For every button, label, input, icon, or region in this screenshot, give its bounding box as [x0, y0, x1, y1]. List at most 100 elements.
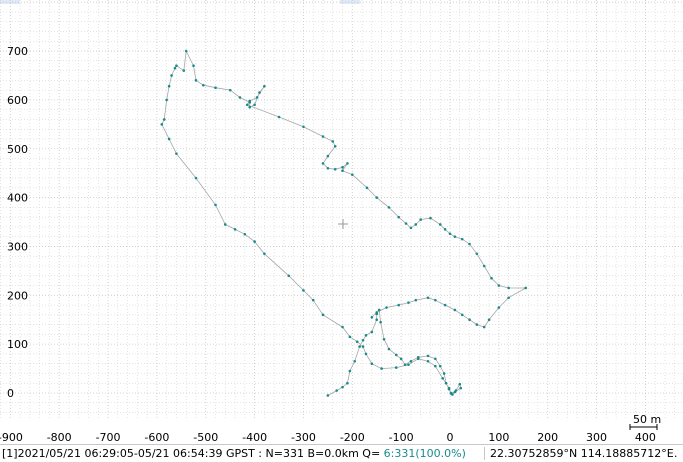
- track-point: [377, 308, 381, 312]
- track-point: [333, 167, 337, 171]
- top-tab-mid: [340, 0, 360, 4]
- track-point: [175, 64, 178, 68]
- track-point: [365, 186, 369, 190]
- track-point: [482, 325, 486, 329]
- track-point: [248, 105, 252, 109]
- track-point: [263, 84, 266, 88]
- track-point: [370, 330, 374, 334]
- track-point: [399, 357, 403, 361]
- track-point: [524, 286, 528, 290]
- track-point: [460, 313, 464, 317]
- track-point: [438, 364, 442, 368]
- track-point: [194, 79, 198, 82]
- track-point: [326, 154, 330, 158]
- track-point: [341, 166, 344, 169]
- track-point: [346, 162, 349, 165]
- y-tick-labels: 0 100 200 300 400 500 600 700: [7, 45, 28, 400]
- track-point: [287, 274, 291, 278]
- track-point: [468, 242, 471, 246]
- track-point: [335, 389, 338, 392]
- track-point: [355, 340, 359, 344]
- track-point: [414, 223, 418, 226]
- track-point: [370, 362, 374, 365]
- x-tick-label: -800: [47, 431, 72, 444]
- track-point: [453, 308, 457, 312]
- track-point: [375, 196, 379, 199]
- track-point: [364, 352, 368, 356]
- track-point: [449, 391, 453, 395]
- track-point: [419, 218, 422, 221]
- track-point: [448, 232, 452, 236]
- x-tick-label: 200: [537, 431, 558, 444]
- track-point: [394, 353, 398, 357]
- status-time-range: [1]2021/05/21 06:29:05-05/21 06:54:39 GP…: [2, 447, 384, 460]
- track-point: [482, 264, 486, 268]
- track-plot-canvas[interactable]: -900 -800 -700 -600 -500 -400 -300 -200 -100 0 100…: [0, 0, 683, 444]
- status-separator: [484, 447, 485, 460]
- x-tick-label: -100: [389, 431, 414, 444]
- track-point: [194, 176, 198, 180]
- x-tick-label: -200: [340, 431, 365, 444]
- track-point: [353, 359, 357, 363]
- track-point: [184, 49, 188, 53]
- track-point: [321, 313, 325, 317]
- track-point: [167, 84, 171, 88]
- y-tick-label: 0: [7, 387, 14, 400]
- x-tick-label: -400: [242, 431, 267, 444]
- track-point: [380, 367, 383, 370]
- x-tick-label: -600: [144, 431, 169, 444]
- track-point: [346, 381, 349, 385]
- track-point: [416, 357, 420, 361]
- y-tick-label: 700: [7, 45, 28, 58]
- track-point: [370, 315, 374, 319]
- y-tick-label: 400: [7, 192, 28, 205]
- track-point: [404, 222, 408, 225]
- track-point: [192, 64, 195, 68]
- track-point: [248, 99, 252, 103]
- track-point: [173, 66, 177, 70]
- track-point: [507, 296, 510, 300]
- status-bar: [1]2021/05/21 06:29:05-05/21 06:54:39 GP…: [0, 444, 683, 462]
- track-point: [468, 318, 471, 322]
- crosshair-cursor-icon: [338, 219, 348, 229]
- track-point: [361, 338, 365, 342]
- track-point: [407, 363, 410, 366]
- track-point: [302, 289, 305, 292]
- track-point: [302, 125, 305, 129]
- track-point: [397, 303, 401, 307]
- track-point: [202, 83, 205, 87]
- track-point: [426, 296, 430, 300]
- track-point: [382, 337, 386, 341]
- track-point: [414, 298, 418, 302]
- track-point: [459, 386, 463, 390]
- track-point: [434, 298, 437, 302]
- track-point: [397, 215, 401, 219]
- track-point: [214, 203, 217, 207]
- track-point: [351, 173, 354, 176]
- track-point: [442, 372, 446, 375]
- y-tick-label: 500: [7, 143, 28, 156]
- track-point: [460, 237, 464, 241]
- track-point: [385, 306, 388, 309]
- track-point: [444, 381, 448, 385]
- track-points: [160, 49, 528, 397]
- track-point: [490, 276, 493, 280]
- y-tick-label: 100: [7, 338, 28, 351]
- track-point: [426, 359, 430, 363]
- track-point: [507, 286, 510, 290]
- track-point: [326, 394, 330, 397]
- track-point: [333, 145, 337, 148]
- track-point: [441, 377, 444, 380]
- status-corner-mark: .: [674, 447, 678, 460]
- scale-bar: 50 m: [629, 413, 661, 430]
- x-tick-label: -700: [96, 431, 121, 444]
- track-point: [447, 386, 451, 390]
- y-tick-label: 300: [7, 240, 28, 253]
- track-point: [426, 354, 430, 358]
- y-tick-label: 600: [7, 94, 28, 107]
- track-point: [364, 334, 368, 337]
- track-point: [497, 284, 501, 287]
- track-point: [387, 206, 391, 209]
- track-point: [311, 298, 315, 302]
- x-tick-label: 100: [488, 431, 509, 444]
